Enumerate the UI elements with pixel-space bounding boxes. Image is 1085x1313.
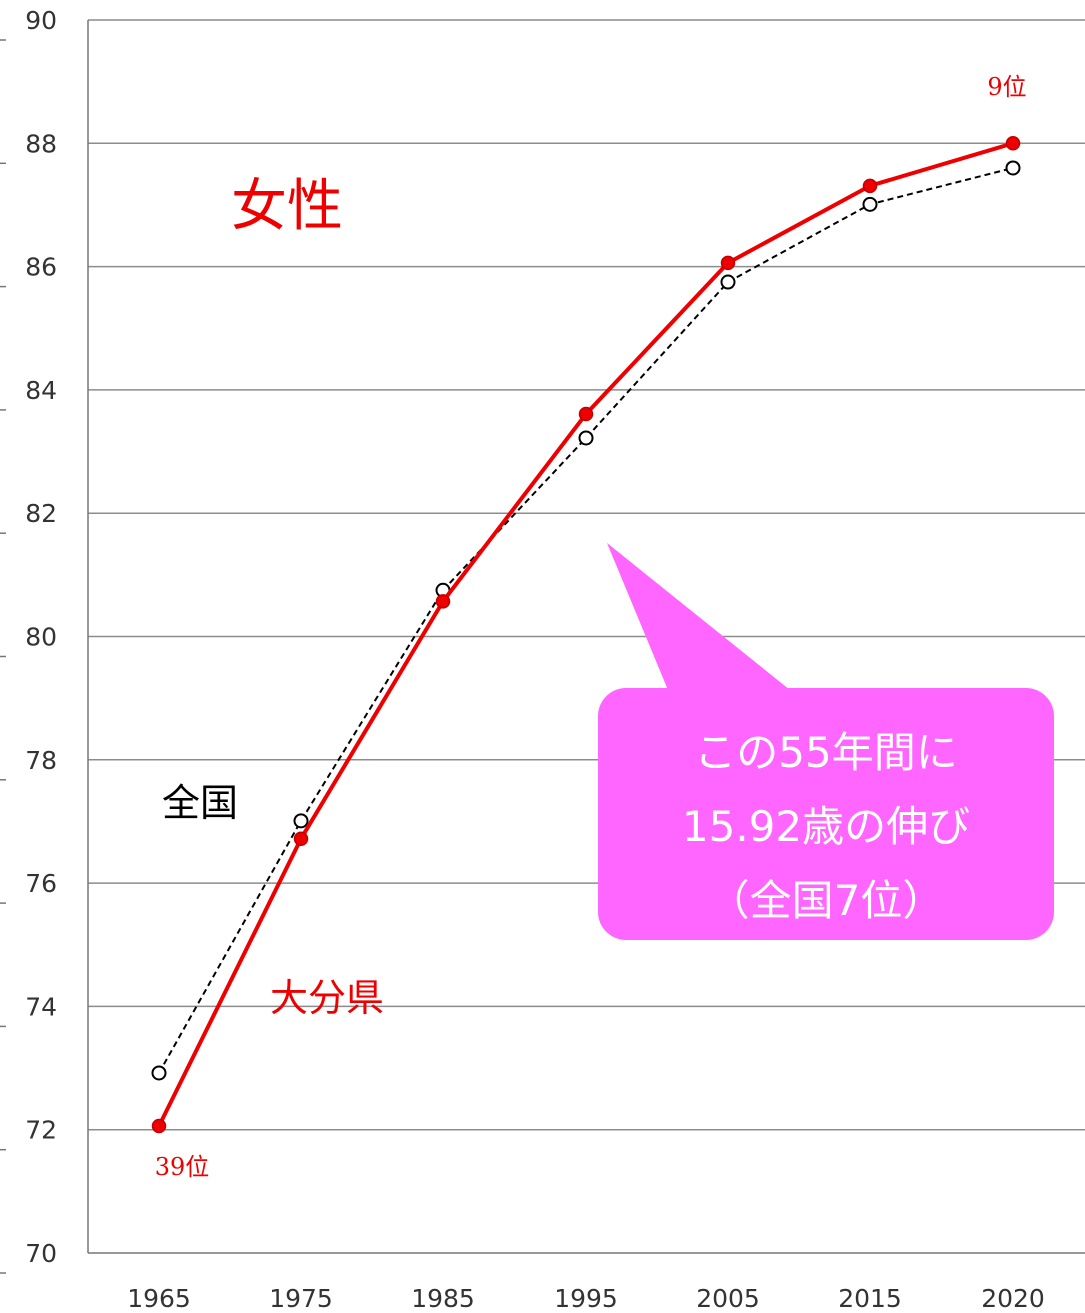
callout-background	[598, 688, 1054, 940]
callout-line-2: 15.92歳の伸び	[682, 802, 970, 851]
y-tick-label-72: 72	[25, 1116, 57, 1145]
y-tick-label-90: 90	[25, 6, 57, 35]
point-oita-1975	[293, 831, 309, 846]
y-tick-label-82: 82	[25, 499, 57, 528]
callout-pointer	[607, 543, 790, 690]
rank-label-1965: 39位	[155, 1153, 210, 1181]
point-national-2015	[862, 196, 878, 212]
series-label-oita: 大分県	[270, 976, 384, 1020]
point-oita-2005	[720, 255, 736, 271]
rank-label-2020: 9位	[987, 73, 1026, 101]
point-national-2020	[1005, 160, 1021, 176]
point-national-1995	[578, 430, 594, 446]
callout-box: この55年間に 15.92歳の伸び （全国7位）	[598, 543, 1054, 940]
point-national-2005	[720, 274, 736, 290]
callout-line-1: この55年間に	[694, 728, 957, 777]
point-national-1965	[151, 1065, 167, 1081]
point-oita-2015	[862, 178, 878, 194]
x-axis: 1965 1975 1985 1995 2005 2015 2020	[88, 1252, 1085, 1313]
point-oita-1995	[578, 406, 594, 422]
point-oita-1965	[151, 1118, 167, 1134]
y-axis: 70 72 74 76 78 80 82 84 86 88 90	[0, 6, 89, 1274]
x-tick-label-1965: 1965	[127, 1284, 191, 1313]
x-tick-label-2020: 2020	[981, 1284, 1045, 1313]
point-national-1975	[293, 813, 309, 829]
x-tick-label-1975: 1975	[269, 1284, 333, 1313]
y-tick-label-70: 70	[25, 1239, 57, 1268]
y-tick-label-74: 74	[25, 992, 57, 1021]
y-tick-label-76: 76	[25, 869, 57, 898]
x-tick-label-1985: 1985	[411, 1284, 475, 1313]
y-tick-label-88: 88	[25, 129, 57, 158]
x-tick-label-2005: 2005	[696, 1284, 760, 1313]
series-label-national: 全国	[162, 781, 238, 825]
x-tick-label-2015: 2015	[838, 1284, 902, 1313]
y-tick-label-78: 78	[25, 746, 57, 775]
y-tick-label-86: 86	[25, 253, 57, 282]
point-oita-2020	[1005, 136, 1021, 151]
y-tick-label-84: 84	[25, 376, 57, 405]
gridlines	[88, 19, 1085, 1131]
y-tick-label-80: 80	[25, 623, 57, 652]
series-group	[151, 136, 1021, 1134]
x-tick-label-1995: 1995	[554, 1284, 618, 1313]
point-oita-1985	[435, 594, 451, 609]
callout-line-3: （全国7位）	[708, 876, 945, 925]
chart-title: 女性	[231, 174, 343, 239]
